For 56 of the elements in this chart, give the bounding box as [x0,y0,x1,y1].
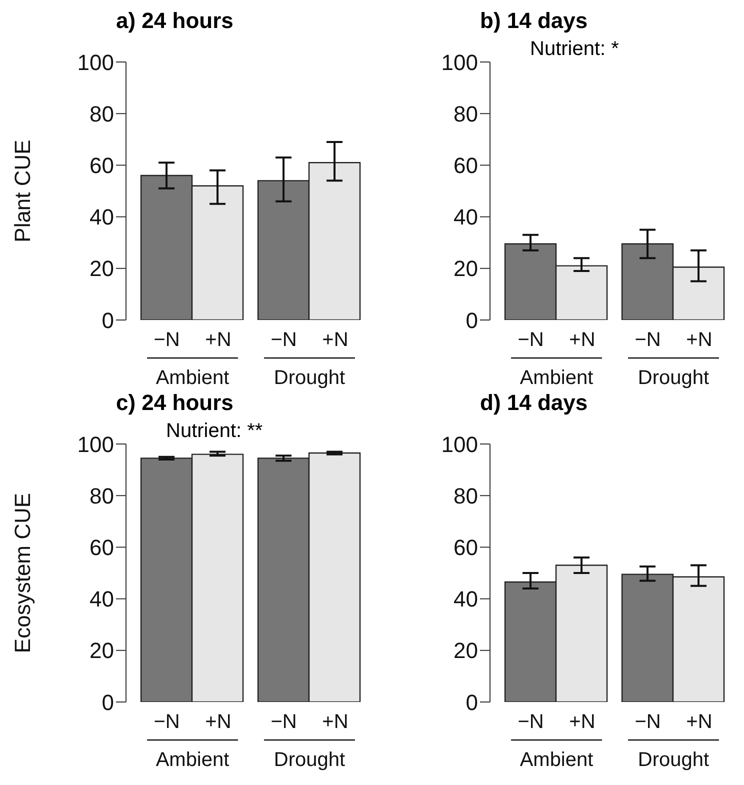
y-tick-label: 60 [90,153,114,178]
x-tick-label: Ambient [520,749,594,771]
y-tick-label: 20 [90,638,114,664]
text: −N [270,329,297,351]
chart-title: a) 24 hours [116,8,234,34]
y-axis-title: Ecosystem CUE [10,492,35,654]
y-tick-label: 0 [466,308,478,333]
text: +N [322,711,348,733]
series-label: −N [154,329,180,351]
y-tick-label: 20 [454,256,478,282]
x-tick-label: Drought [274,749,346,771]
series-label: −N [154,711,180,733]
y-tick-label: 40 [90,586,114,612]
y-tick-label: 0 [102,690,114,715]
text: −N [270,711,297,733]
text: +N [322,329,348,351]
x-tick-label: Ambient [156,367,230,389]
series-label: −N [518,711,544,733]
series-label: +N [205,329,232,351]
y-tick-label: 20 [454,638,478,664]
chart-title: b) 14 days [480,8,588,34]
y-tick-label: 40 [90,204,114,230]
x-tick-label: Ambient [520,367,594,389]
series-label: +N [569,711,596,733]
y-tick-label: 100 [77,432,114,457]
text: Nutrient: ** [166,420,263,443]
y-tick-label: 80 [454,101,478,126]
text: +N [686,711,712,733]
x-tick-label: Drought [274,367,346,389]
y-tick-label: 60 [90,535,114,560]
y-tick-label: 100 [77,50,114,75]
y-tick-label: 80 [454,483,478,508]
y-tick-label: 40 [454,204,478,230]
text: +N [686,329,712,351]
text: −N [634,711,661,733]
chart-title: d) 14 days [480,390,588,416]
y-axis-title: Plant CUE [10,140,35,242]
x-tick-label: Drought [638,749,710,771]
x-tick-label: Ambient [156,749,230,771]
y-tick-label: 0 [466,690,478,715]
text: Nutrient: * [530,38,619,61]
y-tick-label: 60 [454,535,478,560]
y-tick-label: 80 [90,101,114,126]
y-tick-label: 40 [454,586,478,612]
x-tick-label: Drought [638,367,710,389]
series-label: +N [205,711,232,733]
series-label: −N [518,329,544,351]
y-tick-label: 0 [102,308,114,333]
chart-title: c) 24 hours [116,390,234,416]
text: −N [634,329,661,351]
series-label: +N [569,329,596,351]
y-tick-label: 20 [90,256,114,282]
y-tick-label: 80 [90,483,114,508]
y-tick-label: 100 [441,50,478,75]
y-tick-label: 60 [454,153,478,178]
y-tick-label: 100 [441,432,478,457]
